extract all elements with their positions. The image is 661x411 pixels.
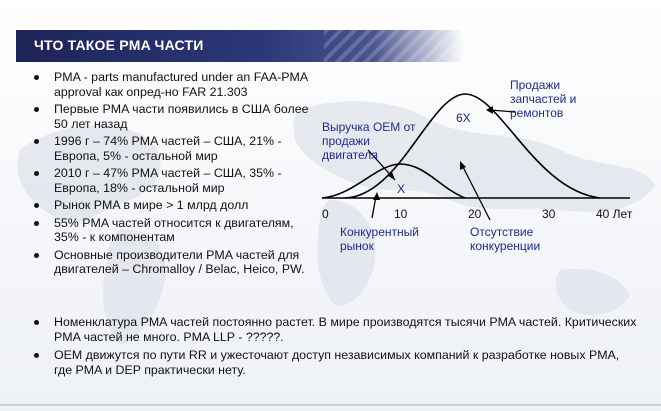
- bottom-bullet-list: Номенклатура PMA частей постоянно растет…: [30, 315, 640, 381]
- bottom-divider: [0, 404, 661, 406]
- axis-tick-label: 10: [394, 207, 408, 221]
- parts-label-line2: запчастей и: [510, 92, 576, 106]
- oem-label-line1: Выручка OEM от: [322, 120, 416, 134]
- bullet-item: OEM движутся по пути RR и ужесточают дос…: [30, 348, 640, 377]
- arrow-head: [373, 192, 380, 200]
- no-competition-label-line1: Отсутствие: [470, 225, 534, 239]
- arrow-head: [388, 172, 395, 180]
- bullet-item: Первые PMA части появились в США более 5…: [30, 102, 320, 131]
- bullet-item: 55% PMA частей относится к двигателям, 3…: [30, 216, 320, 245]
- small-peak-label: X: [397, 182, 405, 196]
- bullet-item: Номенклатура PMA частей постоянно растет…: [30, 315, 640, 344]
- revenue-curves-diagram: Выручка OEM от продажи двигателя Продажи…: [321, 78, 633, 253]
- bullet-item: Основные производители PMA частей для дв…: [30, 248, 320, 277]
- no-competition-label-line2: конкуренции: [470, 239, 540, 253]
- arrow-no-competition: [461, 164, 491, 221]
- axis-tick-label: 30: [542, 207, 556, 221]
- oem-engine-revenue-curve: [321, 163, 466, 199]
- left-bullet-list: PMA - parts manufactured under an FAA-PM…: [30, 70, 320, 280]
- axis-tick-label: 40 Лет: [596, 207, 633, 221]
- arrow-head: [486, 106, 493, 114]
- arrow-parts-label: [489, 109, 516, 113]
- axis-tick-label: 20: [468, 207, 482, 221]
- slide-title: ЧТО ТАКОЕ PMA ЧАСТИ: [34, 37, 204, 53]
- parts-label-line1: Продажи: [510, 78, 560, 92]
- competitive-label-line2: рынок: [340, 239, 375, 253]
- bullet-item: PMA - parts manufactured under an FAA-PM…: [30, 70, 320, 99]
- competitive-label-line1: Конкурентный: [340, 225, 419, 239]
- oem-label-line3: двигателя: [322, 148, 378, 162]
- title-bar-stripes: [324, 30, 464, 62]
- bullet-item: 2010 г – 47% PMA частей – США, 35% - Евр…: [30, 166, 320, 195]
- title-bar: ЧТО ТАКОЕ PMA ЧАСТИ: [16, 30, 464, 62]
- bullet-item: 1996 г – 74% PMA частей – США, 21% - Евр…: [30, 134, 320, 163]
- parts-repairs-curve: [344, 93, 601, 199]
- big-peak-label: 6X: [456, 111, 471, 125]
- bullet-item: Рынок PMA в мире > 1 млрд долл: [30, 198, 320, 213]
- axis-tick-label: 0: [322, 207, 329, 221]
- arrow-head: [460, 161, 466, 170]
- oem-label-line2: продажи: [322, 134, 370, 148]
- parts-label-line3: ремонтов: [510, 106, 563, 120]
